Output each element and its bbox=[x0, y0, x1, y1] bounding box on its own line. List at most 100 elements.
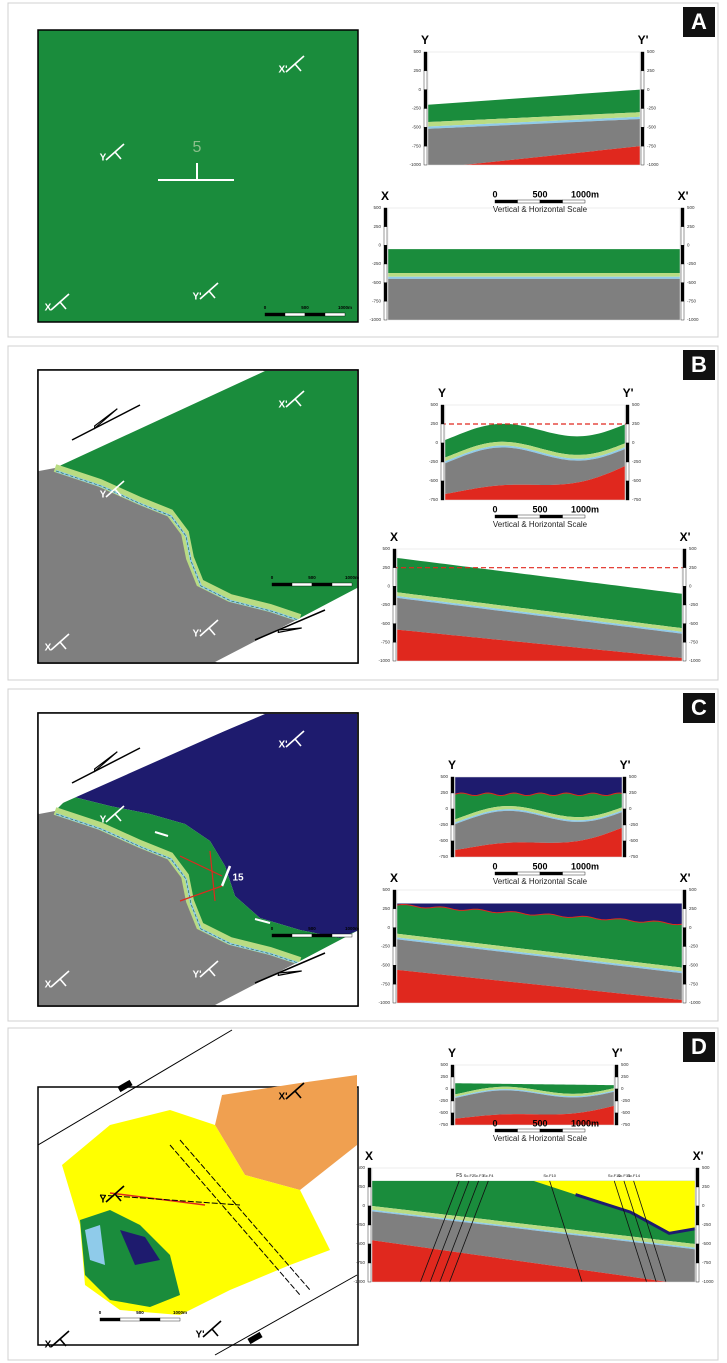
depth-tick-label: 500 bbox=[621, 1062, 629, 1067]
map-scale-label: 500 bbox=[136, 1310, 144, 1315]
rock-layer bbox=[388, 249, 680, 273]
depth-bar bbox=[626, 462, 629, 481]
scale-segment bbox=[563, 1129, 586, 1132]
depth-tick-label: 500 bbox=[430, 402, 438, 407]
map-point-label: Y' bbox=[192, 970, 201, 981]
depth-tick-label: -750 bbox=[621, 1122, 631, 1127]
depth-bar bbox=[451, 809, 454, 825]
scale-segment bbox=[495, 200, 518, 203]
map-point-label: X bbox=[45, 980, 52, 991]
depth-bar bbox=[441, 405, 444, 424]
section-end-label: Y' bbox=[620, 758, 631, 772]
depth-bar bbox=[368, 1168, 371, 1187]
scale-segment bbox=[312, 583, 332, 586]
rock-layer bbox=[388, 273, 680, 277]
scale-caption: Vertical & Horizontal Scale bbox=[493, 520, 588, 529]
depth-tick-label: -500 bbox=[687, 280, 697, 285]
depth-tick-label: 500 bbox=[687, 205, 695, 210]
depth-bar bbox=[424, 146, 427, 165]
section-end-label: Y bbox=[421, 33, 429, 47]
section-scale-label: 500 bbox=[532, 504, 547, 514]
scale-segment bbox=[563, 200, 586, 203]
depth-bar bbox=[623, 777, 626, 793]
depth-bar bbox=[368, 1263, 371, 1282]
depth-bar bbox=[384, 301, 387, 320]
depth-tick-label: -750 bbox=[647, 143, 657, 148]
scale-segment bbox=[332, 934, 352, 937]
depth-bar bbox=[393, 568, 396, 587]
depth-bar bbox=[393, 605, 396, 624]
depth-bar bbox=[368, 1225, 371, 1244]
depth-tick-label: -750 bbox=[629, 854, 639, 859]
depth-tick-label: -1000 bbox=[409, 162, 421, 167]
depth-tick-label: -500 bbox=[629, 838, 639, 843]
depth-bar bbox=[451, 1089, 454, 1101]
depth-tick-label: -500 bbox=[381, 963, 391, 968]
map-scale-label: 1000m bbox=[173, 1310, 187, 1315]
depth-bar bbox=[393, 890, 396, 909]
depth-tick-label: 250 bbox=[382, 565, 390, 570]
depth-bar bbox=[683, 586, 686, 605]
depth-bar bbox=[451, 793, 454, 809]
depth-bar bbox=[681, 283, 684, 302]
depth-tick-label: -500 bbox=[439, 1110, 449, 1115]
depth-tick-label: 500 bbox=[440, 774, 448, 779]
depth-bar bbox=[683, 965, 686, 984]
depth-bar bbox=[424, 52, 427, 71]
depth-bar bbox=[696, 1225, 699, 1244]
depth-bar bbox=[623, 793, 626, 809]
depth-bar bbox=[441, 481, 444, 500]
depth-bar bbox=[393, 624, 396, 643]
depth-bar bbox=[384, 245, 387, 264]
map-scale-label: 1000m bbox=[338, 305, 352, 310]
scale-segment bbox=[292, 934, 312, 937]
scale-segment bbox=[332, 583, 352, 586]
scale-segment bbox=[518, 200, 541, 203]
section-end-label: Y' bbox=[612, 1046, 623, 1060]
depth-bar bbox=[681, 227, 684, 246]
section-end-label: X bbox=[365, 1149, 373, 1163]
section-end-label: X' bbox=[693, 1149, 704, 1163]
map-point-label: Y' bbox=[195, 1330, 204, 1341]
depth-tick-label: -500 bbox=[647, 125, 657, 130]
panel-letter: D bbox=[691, 1034, 707, 1059]
depth-bar bbox=[424, 90, 427, 109]
depth-bar bbox=[393, 947, 396, 966]
depth-bar bbox=[615, 1077, 618, 1089]
depth-tick-label: 250 bbox=[689, 565, 697, 570]
depth-tick-label: -250 bbox=[372, 261, 382, 266]
scale-segment bbox=[272, 934, 292, 937]
fault-label: Sc.F4 bbox=[483, 1173, 494, 1178]
depth-bar bbox=[683, 605, 686, 624]
depth-bar bbox=[451, 825, 454, 841]
scale-segment bbox=[540, 1129, 563, 1132]
scale-segment bbox=[563, 872, 586, 875]
depth-bar bbox=[615, 1089, 618, 1101]
depth-tick-label: -250 bbox=[689, 944, 699, 949]
depth-bar bbox=[615, 1113, 618, 1125]
depth-tick-label: -1000 bbox=[702, 1279, 714, 1284]
depth-tick-label: -750 bbox=[412, 143, 422, 148]
depth-bar bbox=[393, 549, 396, 568]
rock-layer bbox=[388, 277, 680, 279]
scale-caption: Vertical & Horizontal Scale bbox=[493, 877, 588, 886]
depth-tick-label: 250 bbox=[687, 224, 695, 229]
scale-segment bbox=[563, 515, 586, 518]
depth-tick-label: -500 bbox=[356, 1241, 366, 1246]
depth-bar bbox=[393, 909, 396, 928]
scale-segment bbox=[495, 872, 518, 875]
depth-bar bbox=[641, 127, 644, 146]
scale-segment bbox=[495, 1129, 518, 1132]
depth-tick-label: 250 bbox=[430, 421, 438, 426]
depth-bar bbox=[696, 1206, 699, 1225]
section-scale-label: 500 bbox=[532, 189, 547, 199]
depth-bar bbox=[626, 481, 629, 500]
dip-value: 5 bbox=[193, 139, 202, 156]
map-point-label: Y' bbox=[192, 629, 201, 640]
scale-segment bbox=[518, 872, 541, 875]
depth-bar bbox=[683, 642, 686, 661]
depth-bar bbox=[683, 890, 686, 909]
depth-bar bbox=[384, 264, 387, 283]
depth-bar bbox=[623, 841, 626, 857]
depth-bar bbox=[683, 947, 686, 966]
